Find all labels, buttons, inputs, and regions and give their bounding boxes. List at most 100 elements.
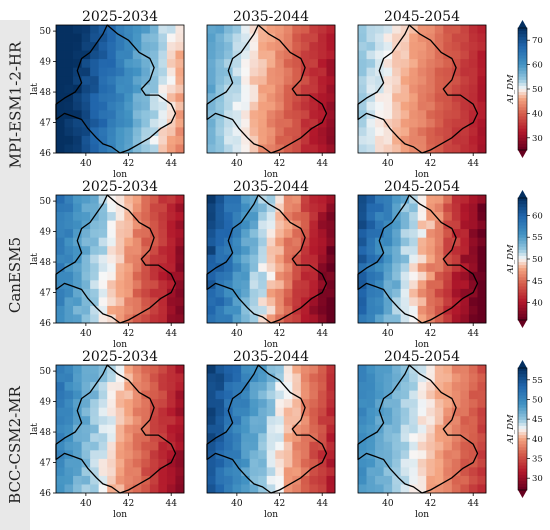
heatmap-cell (292, 246, 302, 256)
heatmap-cell (375, 305, 384, 315)
heatmap-cell (400, 25, 410, 34)
heatmap-cell (468, 203, 478, 213)
heatmap-cell (317, 407, 327, 417)
heatmap-cell (149, 382, 159, 391)
heatmap-cell (232, 84, 242, 94)
heatmap-cell (409, 229, 419, 239)
heatmap-cell (73, 280, 82, 290)
heatmap-cell (81, 101, 91, 111)
heatmap-cell (417, 246, 427, 256)
heatmap-cell (166, 135, 176, 145)
heatmap-cell (358, 416, 367, 426)
heatmap-cell (224, 390, 233, 400)
colorbar-extend-bottom (518, 320, 527, 328)
heatmap-cell (241, 467, 251, 477)
heatmap-cell (317, 42, 327, 51)
heatmap-cell (56, 407, 65, 417)
heatmap-cell (64, 127, 74, 137)
heatmap-cell (358, 484, 367, 494)
heatmap-cell (56, 195, 65, 204)
heatmap-cell (124, 42, 134, 51)
heatmap-cell (115, 373, 125, 383)
heatmap-cell (141, 33, 151, 43)
heatmap-cell (158, 416, 168, 426)
heatmap-cell (468, 263, 478, 273)
colorbar-segment (518, 28, 527, 32)
heatmap-cell (468, 67, 478, 77)
heatmap-cell (460, 390, 470, 400)
heatmap-cell (141, 93, 151, 103)
heatmap-cell (366, 84, 376, 94)
heatmap-cell (56, 271, 65, 281)
heatmap-cell (417, 59, 427, 69)
heatmap-cell (115, 220, 125, 230)
heatmap-cell (249, 25, 259, 34)
heatmap-cell (300, 118, 310, 128)
heatmap-cell (392, 433, 402, 443)
heatmap-cell (409, 127, 419, 137)
heatmap-cell (224, 135, 233, 145)
heatmap-cell (292, 42, 302, 51)
heatmap-cell (215, 475, 225, 485)
heatmap-cell (417, 365, 427, 374)
heatmap-cell (81, 212, 91, 221)
heatmap-cell (166, 33, 176, 43)
heatmap-cell (132, 110, 142, 120)
heatmap-cell (434, 373, 444, 383)
heatmap-cell (56, 118, 65, 128)
heatmap-cell (400, 101, 410, 111)
heatmap-cell (166, 93, 176, 103)
heatmap-cell (115, 382, 125, 391)
heatmap-cell (56, 229, 65, 239)
heatmap-cell (107, 467, 117, 477)
heatmap-cell (107, 237, 117, 247)
heatmap-cell (107, 59, 117, 69)
heatmap-cell (300, 280, 310, 290)
heatmap-cell (90, 433, 100, 443)
heatmap-cell (64, 67, 74, 77)
colorbar-segment (518, 438, 527, 442)
heatmap-cell (90, 33, 100, 43)
heatmap-cell (409, 424, 419, 434)
heatmap-cell (64, 416, 74, 426)
panel-frame (357, 364, 487, 494)
y-tick-label: 50 (40, 27, 52, 37)
heatmap-cell (258, 220, 268, 230)
heatmap-cell (434, 433, 444, 443)
heatmap-cell (426, 254, 436, 264)
heatmap-cell (115, 50, 125, 60)
heatmap-cell (224, 42, 233, 51)
heatmap-cell (366, 271, 376, 281)
heatmap-cell (326, 84, 336, 94)
heatmap-cell (149, 246, 159, 256)
heatmap-cell (56, 203, 65, 213)
heatmap-cell (434, 450, 444, 460)
heatmap-cell (400, 433, 410, 443)
heatmap-cell (175, 441, 185, 451)
heatmap-cell (317, 271, 327, 281)
heatmap-cell (392, 93, 402, 103)
heatmap-cell (443, 467, 453, 477)
heatmap-cell (300, 93, 310, 103)
heatmap-cell (443, 365, 453, 374)
heatmap-cell (451, 254, 461, 264)
heatmap-cell (409, 475, 419, 485)
heatmap-cell (326, 25, 336, 34)
heatmap-cell (98, 382, 108, 391)
heatmap-cell (124, 433, 134, 443)
colorbar-segment (518, 271, 527, 275)
colorbar-segment (518, 280, 527, 284)
heatmap-cell (366, 118, 376, 128)
heatmap-cell (417, 229, 427, 239)
heatmap-cell (56, 93, 65, 103)
heatmap-cell (166, 50, 176, 60)
heatmap-cell (443, 450, 453, 460)
heatmap-cell (81, 144, 91, 154)
heatmap-cell (73, 229, 82, 239)
heatmap-cell (392, 390, 402, 400)
heatmap-cell (477, 195, 487, 204)
heatmap-cell (366, 33, 376, 43)
colorbar-segment (518, 407, 527, 412)
x-axis-label: lon (113, 510, 127, 520)
heatmap-cell (215, 297, 225, 307)
